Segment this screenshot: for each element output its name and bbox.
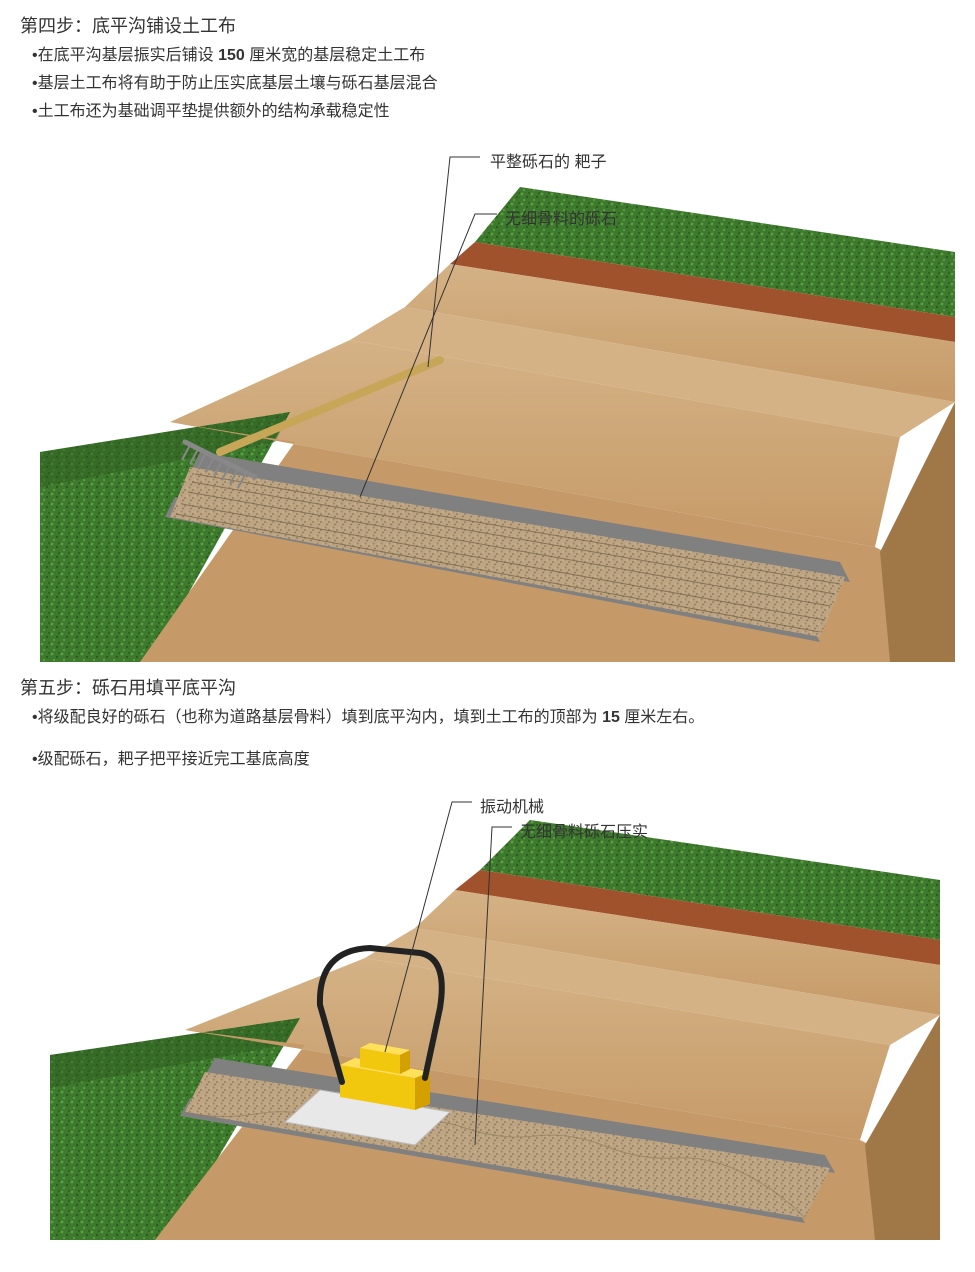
step4-callout-1: 平整砾石的 耙子 [490, 148, 606, 172]
s5b1-post: 厘米左右。 [620, 709, 704, 726]
s5b1-bold: 15 [602, 709, 620, 726]
s5b1-pre: •将级配良好的砾石（也称为道路基层骨料）填到底平沟内，填到土工布的顶部为 [32, 709, 602, 726]
step5-callout-1: 振动机械 [480, 793, 544, 817]
b1-pre: •在底平沟基层振实后铺设 [32, 47, 218, 64]
step5-bullet-2: •级配砾石，耙子把平接近完工基底高度 [32, 748, 955, 772]
step5-callout-2: 无细骨料砾石压实 [520, 818, 648, 842]
step5-diagram [20, 790, 955, 1240]
s5b2-pre: •级配砾石，耙子把平接近完工基底高度 [32, 751, 310, 768]
step5-figure: 振动机械 无细骨料砾石压实 [20, 790, 955, 1240]
step4-title: 第四步：底平沟铺设土工布 [20, 12, 955, 38]
step4-diagram [20, 142, 955, 662]
step5-title: 第五步：砾石用填平底平沟 [20, 674, 955, 700]
b3-pre: •土工布还为基础调平垫提供额外的结构承载稳定性 [32, 103, 390, 120]
b1-bold: 150 [218, 47, 245, 64]
step4-bullet-1: •在底平沟基层振实后铺设 150 厘米宽的基层稳定土工布 [32, 44, 955, 68]
step4-bullet-2: •基层土工布将有助于防止压实底基层土壤与砾石基层混合 [32, 72, 955, 96]
step4-figure: 平整砾石的 耙子 无细骨料的砾石 [20, 142, 955, 662]
step5-bullet-1: •将级配良好的砾石（也称为道路基层骨料）填到底平沟内，填到土工布的顶部为 15 … [32, 706, 955, 730]
b2-pre: •基层土工布将有助于防止压实底基层土壤与砾石基层混合 [32, 75, 438, 92]
step4-callout-2: 无细骨料的砾石 [505, 205, 617, 229]
step4-bullet-3: •土工布还为基础调平垫提供额外的结构承载稳定性 [32, 100, 955, 124]
b1-post: 厘米宽的基层稳定土工布 [245, 47, 425, 64]
